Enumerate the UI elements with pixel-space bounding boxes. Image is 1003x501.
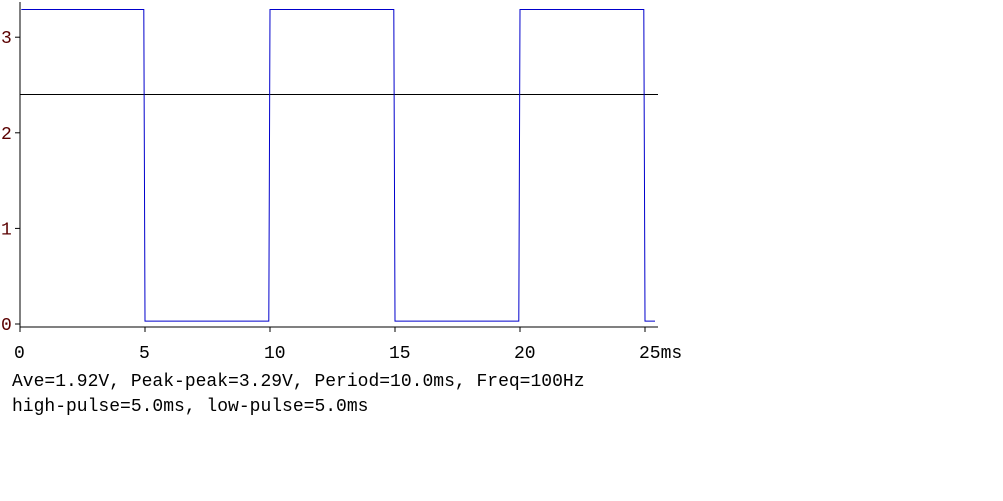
y-tick-label: 1	[1, 220, 12, 240]
x-tick-label: 0	[14, 344, 25, 364]
measurement-summary: Ave=1.92V, Peak-peak=3.29V, Period=10.0m…	[12, 372, 585, 392]
y-tick-label: 3	[1, 29, 12, 49]
pulse-width-summary: high-pulse=5.0ms, low-pulse=5.0ms	[12, 397, 369, 417]
x-tick-label: 10	[264, 344, 286, 364]
x-tick-label: 25ms	[639, 344, 682, 364]
x-tick-label: 20	[514, 344, 536, 364]
y-tick-label: 2	[1, 125, 12, 145]
x-ticks: 0 5 10 15 20 25ms	[14, 327, 682, 364]
x-tick-label: 5	[139, 344, 150, 364]
oscilloscope-plot: 0 1 2 3 0 5 10 15 20 25ms	[1, 2, 682, 364]
y-tick-label: 0	[1, 316, 12, 336]
signal-trace	[21, 9, 655, 322]
x-tick-label: 15	[389, 344, 411, 364]
y-ticks: 0 1 2 3	[1, 29, 20, 336]
